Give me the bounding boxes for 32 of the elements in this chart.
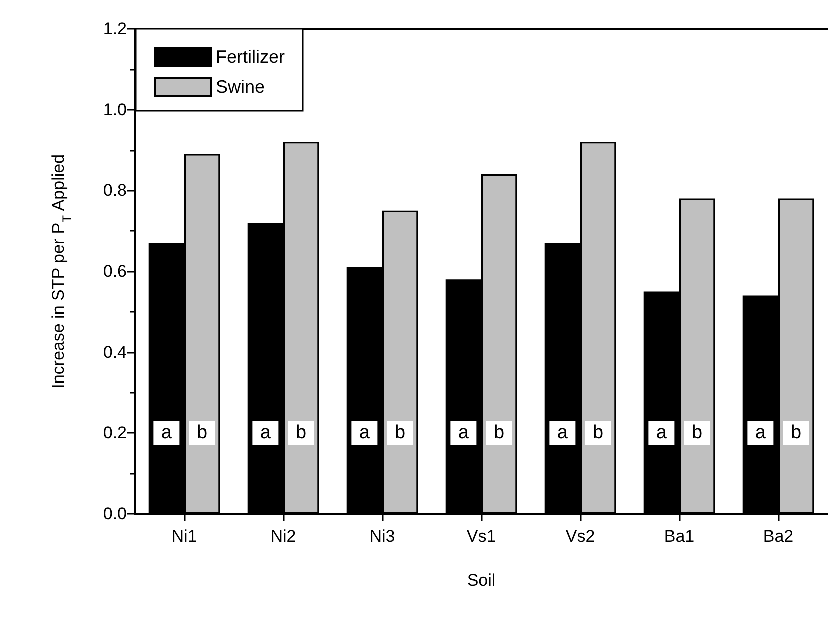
annotation: a: [458, 422, 470, 444]
x-axis-title: Soil: [467, 571, 496, 590]
annotation: b: [494, 422, 505, 444]
annotation: a: [557, 422, 568, 444]
annotation: a: [656, 422, 668, 444]
y-tick-label: 0.0: [103, 504, 127, 524]
annotation: b: [692, 422, 703, 444]
x-tick-label: Vs2: [566, 527, 596, 546]
annotation: a: [359, 422, 370, 444]
annotation: b: [197, 422, 208, 444]
y-tick-label: 0.8: [103, 181, 127, 200]
y-tick-label: 1.2: [103, 20, 127, 38]
y-tick-label: 1.0: [103, 100, 127, 120]
x-tick-label: Ba1: [664, 527, 695, 546]
x-tick-label: Vs1: [466, 527, 496, 546]
annotation: a: [755, 422, 766, 444]
x-tick-label: Ni3: [370, 527, 396, 546]
y-axis-title: Increase in STP per PT Applied: [49, 154, 74, 389]
y-tick-label: 0.4: [103, 342, 127, 362]
legend-label: Swine: [216, 77, 266, 97]
annotation: a: [260, 422, 272, 444]
x-tick-label: Ni2: [270, 527, 296, 546]
annotation: b: [395, 422, 406, 444]
y-tick-label: 0.6: [103, 262, 127, 281]
annotation: a: [161, 422, 172, 444]
annotation: b: [296, 422, 307, 444]
y-tick-label: 0.2: [103, 424, 127, 443]
annotation: b: [593, 422, 604, 444]
annotation: b: [791, 422, 802, 444]
x-tick-label: Ba2: [763, 527, 794, 546]
legend-label: Fertilizer: [216, 47, 286, 67]
x-tick-label: Ni1: [172, 527, 198, 546]
